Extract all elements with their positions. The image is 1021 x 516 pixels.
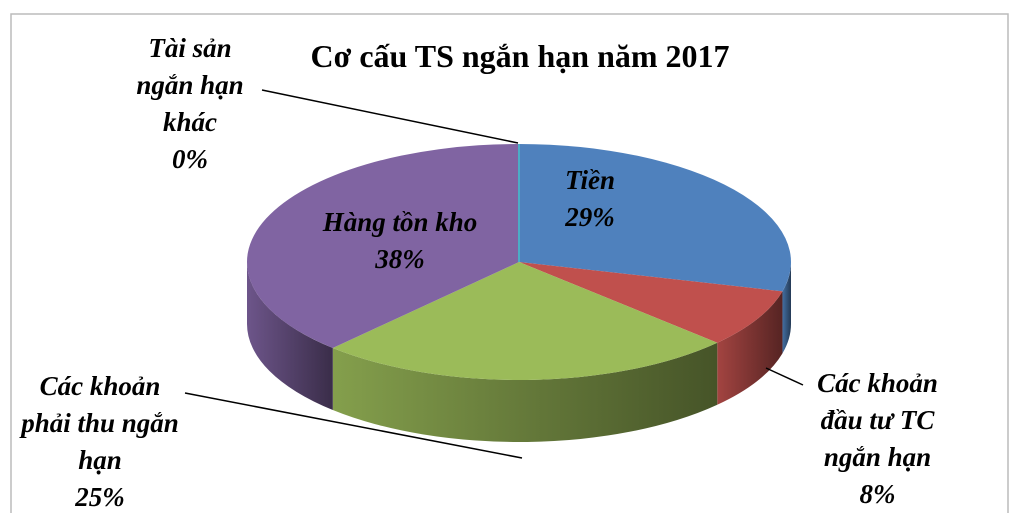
slice-side xyxy=(782,262,791,354)
label-name: Hàng tồn kho xyxy=(322,207,478,237)
data-label: Hàng tồn kho 38% xyxy=(290,204,510,278)
label-name: Tiền xyxy=(565,165,615,195)
data-label: Các khoản đầu tư TC ngắn hạn 8% xyxy=(800,365,955,513)
slice xyxy=(519,144,791,292)
label-value: 38% xyxy=(375,244,425,274)
leader-lines xyxy=(184,89,804,459)
label-name: Các khoản đầu tư TC ngắn hạn xyxy=(817,368,938,472)
label-value: 25% xyxy=(75,482,125,512)
slice xyxy=(519,262,783,343)
data-label: Tài sản ngắn hạn khác 0% xyxy=(120,30,260,178)
pie xyxy=(246,144,791,443)
slice xyxy=(332,262,718,380)
label-value: 0% xyxy=(172,144,208,174)
slice-side xyxy=(332,342,718,443)
slice-side xyxy=(247,262,333,411)
label-name: Tài sản ngắn hạn khác xyxy=(136,33,244,137)
leader-line xyxy=(261,89,519,144)
data-label: Tiền 29% xyxy=(530,162,650,236)
chart-frame xyxy=(10,13,1009,513)
label-value: 8% xyxy=(859,479,896,509)
label-value: 29% xyxy=(565,202,615,232)
leader-line xyxy=(184,392,523,459)
label-name: Các khoản phải thu ngắn hạn xyxy=(21,371,179,475)
slice xyxy=(246,144,519,349)
slice-side xyxy=(717,291,783,405)
data-label: Các khoản phải thu ngắn hạn 25% xyxy=(15,368,185,516)
chart-title: Cơ cấu TS ngắn hạn năm 2017 xyxy=(310,38,730,74)
leader-line xyxy=(765,367,804,386)
